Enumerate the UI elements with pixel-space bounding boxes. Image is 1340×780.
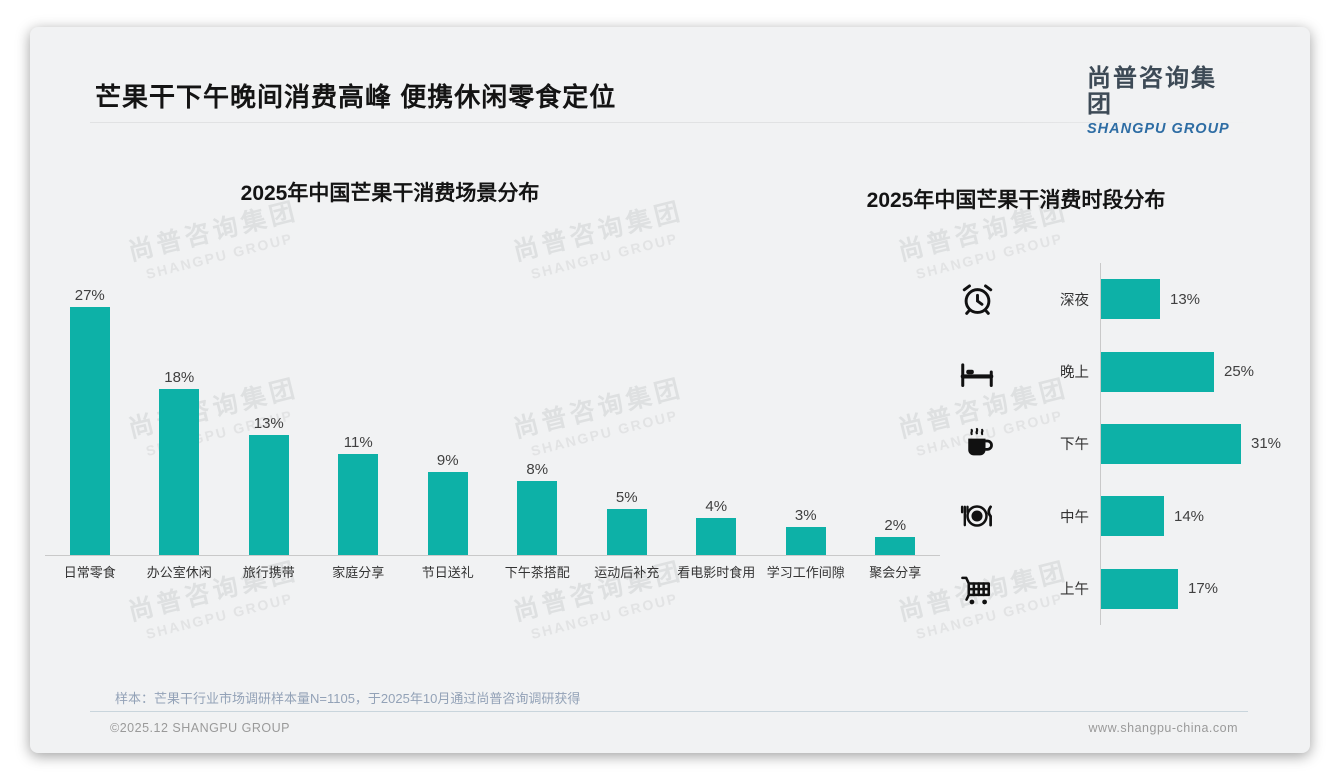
bar <box>696 518 737 555</box>
brand-logo: 尚普咨询集团 SHANGPU GROUP <box>1087 65 1242 137</box>
category-label: 学习工作间隙 <box>766 565 845 580</box>
slide-card: 尚普咨询集团 SHANGPU GROUP 尚普咨询集团 SHANGPU GROU… <box>30 27 1310 753</box>
bar-value-label: 27% <box>74 287 105 304</box>
category-label: 聚会分享 <box>869 565 922 580</box>
bar <box>338 454 379 555</box>
bar <box>875 537 916 555</box>
page-title: 芒果干下午晚间消费高峰 便携休闲零食定位 <box>95 82 617 112</box>
brand-logo-en: SHANGPU GROUP <box>1087 120 1230 137</box>
left-chart-title: 2025年中国芒果干消费场景分布 <box>240 182 540 205</box>
bar-group: 4% <box>672 285 762 555</box>
time-label: 深夜 <box>1060 292 1089 309</box>
bar <box>1101 568 1178 609</box>
category-label: 家庭分享 <box>332 565 385 580</box>
bar-value-label: 3% <box>794 507 817 524</box>
coffee-cup-icon <box>945 425 1009 462</box>
bar-value-label: 2% <box>884 517 907 534</box>
bar-group: 9% <box>403 285 493 555</box>
bar-group: 18% <box>135 285 225 555</box>
scene-distribution-chart: 27% 18% 13% 11% 9% 8% 5% 4% <box>45 285 940 556</box>
bar <box>517 481 558 555</box>
bar <box>1101 279 1160 320</box>
category-label: 运动后补充 <box>594 565 660 580</box>
time-distribution-chart: 深夜 13% 晚上 25% <box>945 263 1295 625</box>
category-label: 节日送礼 <box>421 565 474 580</box>
category-label: 旅行携带 <box>242 565 295 580</box>
bar <box>606 509 647 555</box>
plate-cutlery-icon <box>945 497 1009 535</box>
right-chart-title: 2025年中国芒果干消费时段分布 <box>866 189 1166 212</box>
bar-value-label: 4% <box>705 498 728 515</box>
bar-value-label: 25% <box>1224 363 1255 381</box>
bar-group: 11% <box>314 285 404 555</box>
time-label: 下午 <box>1060 437 1089 454</box>
time-label: 晚上 <box>1060 365 1089 382</box>
bar-value-label: 18% <box>164 369 195 386</box>
bar <box>159 389 200 555</box>
category-label: 日常零食 <box>63 565 116 580</box>
time-row: 上午 17% <box>945 553 1295 625</box>
bar-value-label: 13% <box>1170 290 1201 308</box>
bar-value-label: 9% <box>436 452 459 469</box>
bar-group: 5% <box>582 285 672 555</box>
shopping-cart-icon <box>945 570 1009 608</box>
bar-value-label: 5% <box>615 489 638 506</box>
bar <box>1101 423 1241 464</box>
category-label: 下午茶搭配 <box>504 565 570 580</box>
title-divider <box>90 122 1250 123</box>
bar-group: 13% <box>224 285 314 555</box>
copyright-text: ©2025.12 SHANGPU GROUP <box>110 721 290 735</box>
footer: ©2025.12 SHANGPU GROUP www.shangpu-china… <box>110 721 1238 735</box>
time-row: 中午 14% <box>945 480 1295 552</box>
bar-value-label: 13% <box>253 415 284 432</box>
bar <box>69 307 110 555</box>
category-label: 看电影时食用 <box>677 565 756 580</box>
bar-value-label: 8% <box>526 461 549 478</box>
time-row: 深夜 13% <box>945 263 1295 335</box>
time-chart-axis <box>1100 263 1101 625</box>
bar <box>1101 496 1164 537</box>
time-row: 晚上 25% <box>945 335 1295 407</box>
bar-value-label: 31% <box>1251 435 1282 453</box>
bar-group: 8% <box>493 285 583 555</box>
time-label: 中午 <box>1060 509 1089 526</box>
footer-divider <box>90 711 1248 712</box>
website-text: www.shangpu-china.com <box>1088 721 1238 735</box>
bar-value-label: 17% <box>1188 580 1219 598</box>
alarm-clock-icon <box>945 281 1009 318</box>
time-label: 上午 <box>1060 582 1089 599</box>
bar <box>248 435 289 555</box>
bed-icon <box>945 353 1009 391</box>
scene-category-labels: 日常零食 办公室休闲 旅行携带 家庭分享 节日送礼 下午茶搭配 运动后补充 看电… <box>45 562 940 581</box>
bar <box>427 472 468 555</box>
bar-group: 3% <box>761 285 851 555</box>
bar <box>785 527 826 555</box>
brand-logo-cn: 尚普咨询集团 <box>1087 65 1217 119</box>
bar-group: 2% <box>851 285 941 555</box>
bar-value-label: 11% <box>343 434 373 451</box>
category-label: 办公室休闲 <box>146 565 212 580</box>
sample-note: 样本：芒果干行业市场调研样本量N=1105，于2025年10月通过尚普咨询调研获… <box>115 691 581 706</box>
bar-group: 27% <box>45 285 135 555</box>
time-row: 下午 31% <box>945 408 1295 480</box>
bar-value-label: 14% <box>1174 507 1205 525</box>
bar <box>1101 351 1214 392</box>
